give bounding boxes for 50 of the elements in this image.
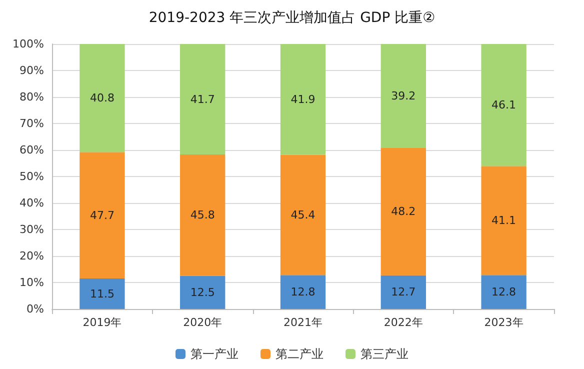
bar — [380, 275, 426, 309]
y-tick-label: 50% — [20, 170, 44, 183]
bar — [380, 44, 426, 148]
legend-label: 第二产业 — [276, 347, 324, 361]
y-tick-label: 90% — [20, 64, 44, 77]
y-tick-label: 20% — [20, 250, 44, 262]
legend-label: 第一产业 — [190, 347, 238, 361]
x-tick-label: 2020年 — [183, 316, 222, 329]
data-label: 12.8 — [290, 286, 316, 299]
bar — [280, 154, 326, 276]
bar — [80, 44, 125, 152]
y-tick-label: 80% — [20, 90, 44, 104]
y-tick-label: 10% — [20, 276, 44, 289]
bar — [80, 278, 125, 309]
bar — [280, 44, 326, 155]
y-tick-label: 60% — [20, 144, 44, 156]
y-tick-label: 30% — [20, 223, 44, 236]
y-tick-label: 0% — [26, 302, 44, 316]
bar — [280, 275, 326, 309]
data-label: 11.5 — [90, 287, 114, 300]
data-label: 46.1 — [492, 98, 516, 112]
data-label: 41.7 — [190, 92, 215, 106]
chart-title: 2019-2023 年三次产业增加值占 GDP 比重② — [148, 10, 436, 26]
x-tick-label: 2022年 — [384, 316, 423, 329]
x-tick-label: 2019年 — [82, 316, 122, 329]
y-tick-label: 100% — [12, 38, 44, 50]
data-label: 12.8 — [492, 286, 516, 299]
data-label: 45.4 — [290, 208, 316, 222]
bar — [380, 148, 426, 276]
x-tick-label: 2021年 — [284, 316, 322, 329]
bar — [80, 152, 125, 279]
x-tick-label: 2023年 — [484, 316, 524, 329]
bar — [481, 166, 526, 276]
data-label: 48.2 — [391, 204, 416, 218]
bar — [481, 44, 526, 166]
bar — [180, 44, 226, 155]
y-tick-label: 70% — [20, 117, 44, 130]
data-label: 40.8 — [90, 92, 114, 105]
data-label: 45.8 — [190, 208, 215, 222]
data-label: 47.7 — [90, 208, 114, 222]
bar — [180, 276, 226, 309]
data-label: 12.5 — [190, 286, 215, 299]
y-tick-label: 40% — [20, 196, 44, 210]
data-label: 41.1 — [492, 214, 516, 228]
bar — [180, 154, 226, 276]
data-label: 12.7 — [391, 286, 416, 299]
legend-label: 第三产业 — [360, 347, 408, 361]
bar — [481, 275, 526, 309]
data-label: 39.2 — [391, 89, 416, 102]
data-label: 41.9 — [290, 92, 316, 106]
